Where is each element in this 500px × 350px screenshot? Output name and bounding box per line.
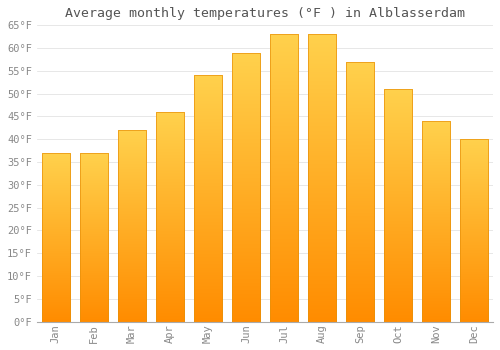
Bar bbox=[42, 153, 70, 322]
Bar bbox=[270, 34, 298, 322]
Bar bbox=[308, 34, 336, 322]
Bar bbox=[156, 112, 184, 322]
Bar bbox=[422, 121, 450, 322]
Bar bbox=[80, 153, 108, 322]
Bar bbox=[460, 139, 488, 322]
Title: Average monthly temperatures (°F ) in Alblasserdam: Average monthly temperatures (°F ) in Al… bbox=[65, 7, 465, 20]
Bar bbox=[384, 89, 412, 322]
Bar bbox=[118, 130, 146, 322]
Bar bbox=[194, 75, 222, 322]
Bar bbox=[346, 62, 374, 322]
Bar bbox=[232, 52, 260, 322]
